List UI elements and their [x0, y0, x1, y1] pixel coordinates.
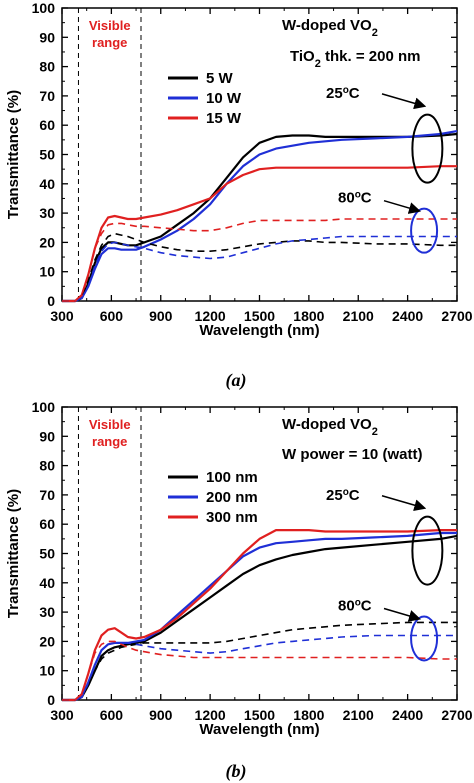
- visible-range-label: range: [92, 434, 127, 449]
- visible-range-label: range: [92, 35, 127, 50]
- y-tick-label: 80: [39, 458, 55, 474]
- y-tick-label: 20: [39, 633, 55, 649]
- annotation-25c-ellipse: [411, 515, 444, 586]
- x-tick-label: 1200: [195, 707, 226, 723]
- chart-panel-b: 0 10 20 30 40 50 60 70 80 90 100 300 600 900 1200 1500 1…: [5, 399, 473, 782]
- annotation-25c: 25oC: [326, 84, 360, 102]
- annotation-25c-ellipse: [411, 113, 444, 184]
- x-tick-label: 2400: [392, 707, 423, 723]
- y-tick-label: 0: [47, 293, 55, 309]
- x-tick-label: 1800: [293, 707, 324, 723]
- x-tick-label: 2100: [343, 707, 374, 723]
- series-line-100-nm-80C: [62, 621, 457, 701]
- chart-title: W-doped VO2: [282, 17, 378, 39]
- x-tick-label: 2100: [343, 308, 374, 324]
- y-tick-label: 50: [39, 546, 55, 562]
- y-tick-label: 0: [47, 692, 55, 708]
- series-line-5-W-25C: [62, 132, 458, 303]
- annotation-80c-ellipse: [410, 615, 439, 662]
- y-tick-label: 90: [39, 428, 55, 444]
- x-tick-label: 600: [100, 707, 124, 723]
- visible-range-label: Visible: [89, 417, 131, 432]
- legend-entry: 10 W: [206, 90, 242, 107]
- series-line-100-nm-25C: [62, 534, 458, 702]
- annotation-80c-arrow: [383, 199, 421, 214]
- series-line-200-nm-25C: [62, 531, 457, 702]
- x-tick-label: 1200: [195, 308, 226, 324]
- x-tick-label: 2400: [392, 308, 423, 324]
- y-tick-label: 100: [32, 0, 56, 16]
- chart-panel-a: 0 10 20 30 40 50 60 70 80 90 100 300 600 900 1200 1500 1…: [5, 0, 473, 391]
- y-tick-label: 50: [39, 147, 55, 163]
- legend-entry: 200 nm: [206, 489, 258, 506]
- subcaption: (b): [226, 761, 247, 782]
- chart-subtitle: TiO2 thk. = 200 nm: [290, 48, 420, 70]
- y-tick-label: 10: [39, 264, 55, 280]
- series-line-300-nm-25C: [62, 529, 457, 702]
- x-tick-label: 900: [149, 308, 173, 324]
- y-tick-label: 60: [39, 516, 55, 532]
- x-tick-label: 600: [100, 308, 124, 324]
- x-tick-label: 2700: [441, 308, 472, 324]
- series-line-10-W-25C: [62, 130, 458, 303]
- series-line-200-nm-80C: [62, 634, 457, 701]
- series-line-15-W-25C: [62, 165, 457, 303]
- annotation-25c: 25oC: [326, 486, 360, 504]
- x-axis-label: Wavelength (nm): [199, 322, 319, 339]
- annotation-25c-arrow: [381, 93, 427, 110]
- chart-subtitle: W power = 10 (watt): [282, 446, 422, 463]
- y-tick-label: 70: [39, 487, 55, 503]
- visible-range-label: Visible: [89, 18, 131, 33]
- series-line-300-nm-80C: [62, 640, 457, 701]
- y-tick-label: 20: [39, 234, 55, 250]
- y-axis-label: Transmittance (%): [5, 489, 22, 618]
- legend-entry: 100 nm: [206, 469, 258, 486]
- y-tick-label: 40: [39, 575, 55, 591]
- y-tick-label: 80: [39, 59, 55, 75]
- y-tick-label: 30: [39, 604, 55, 620]
- x-tick-label: 900: [149, 707, 173, 723]
- annotation-80c: 80oC: [338, 189, 372, 207]
- y-tick-label: 100: [32, 399, 56, 415]
- annotation-80c-ellipse: [410, 207, 439, 254]
- y-tick-label: 40: [39, 176, 55, 192]
- annotation-80c-arrow: [383, 607, 421, 622]
- x-tick-label: 1500: [244, 707, 275, 723]
- y-tick-label: 70: [39, 88, 55, 104]
- series-line-10-W-80C: [62, 235, 457, 302]
- x-tick-label: 1500: [244, 308, 275, 324]
- y-tick-label: 10: [39, 663, 55, 679]
- annotation-25c-arrow: [381, 495, 427, 512]
- y-tick-label: 90: [39, 29, 55, 45]
- legend-entry: 5 W: [206, 70, 234, 87]
- legend-entry: 300 nm: [206, 509, 258, 526]
- series-line-15-W-80C: [62, 218, 457, 302]
- x-tick-label: 1800: [293, 308, 324, 324]
- series-line-5-W-80C: [62, 232, 457, 302]
- y-axis-label: Transmittance (%): [5, 90, 22, 219]
- annotation-80c: 80oC: [338, 597, 372, 615]
- y-tick-label: 30: [39, 205, 55, 221]
- subcaption: (a): [226, 370, 247, 391]
- x-tick-label: 2700: [441, 707, 472, 723]
- x-tick-label: 300: [50, 707, 74, 723]
- y-tick-label: 60: [39, 117, 55, 133]
- x-axis-label: Wavelength (nm): [199, 721, 319, 738]
- chart-title: W-doped VO2: [282, 416, 378, 438]
- legend-entry: 15 W: [206, 110, 242, 127]
- x-tick-label: 300: [50, 308, 74, 324]
